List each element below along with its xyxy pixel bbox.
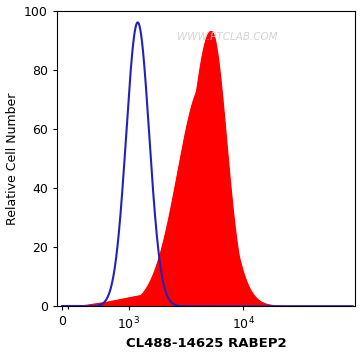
Y-axis label: Relative Cell Number: Relative Cell Number: [5, 92, 18, 225]
Text: WWW.PTCLAB.COM: WWW.PTCLAB.COM: [177, 32, 278, 42]
X-axis label: CL488-14625 RABEP2: CL488-14625 RABEP2: [126, 337, 287, 350]
